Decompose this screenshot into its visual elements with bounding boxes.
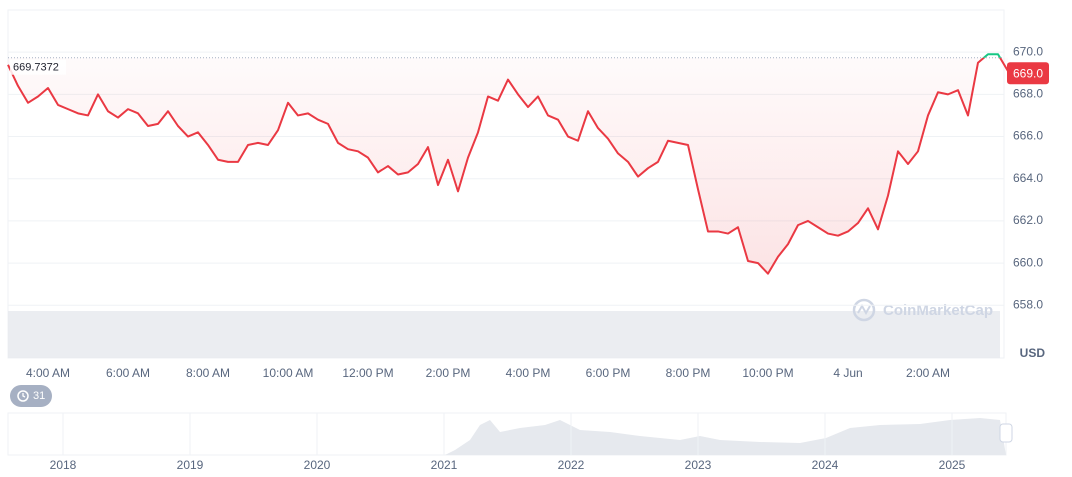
y-tick-label: 670.0 (1013, 44, 1043, 58)
reference-label-bg (10, 59, 66, 75)
x-tick-label: 2:00 PM (426, 366, 471, 380)
navigator-year: 2024 (812, 458, 839, 472)
x-tick-label: 2:00 AM (906, 366, 950, 380)
x-tick-label: 4:00 AM (26, 366, 70, 380)
navigator-year: 2020 (304, 458, 331, 472)
watermark: CoinMarketCap (883, 302, 993, 319)
navigator-year: 2021 (431, 458, 458, 472)
navigator-year: 2025 (939, 458, 966, 472)
price-line (7, 57, 1009, 275)
currency: USD (1020, 346, 1046, 360)
x-tick-label: 6:00 PM (586, 366, 631, 380)
last-price-tag (1007, 62, 1049, 85)
y-tick-label: 666.0 (1013, 129, 1043, 143)
volume-band (8, 311, 1000, 358)
x-tick-label: 8:00 AM (186, 366, 230, 380)
navigator-handle[interactable] (999, 423, 1013, 443)
y-tick-label: 658.0 (1013, 297, 1043, 311)
navigator-year: 2018 (50, 458, 77, 472)
navigator-year: 2022 (558, 458, 585, 472)
x-tick-label: 8:00 PM (666, 366, 711, 380)
x-tick-label: 10:00 AM (263, 366, 314, 380)
x-tick-label: 10:00 PM (742, 366, 793, 380)
x-tick-label: 4:00 PM (506, 366, 551, 380)
x-tick-label: 6:00 AM (106, 366, 150, 380)
watermark-logo (852, 298, 876, 322)
badge-count: 31 (33, 390, 45, 402)
navigator-year: 2019 (177, 458, 204, 472)
navigator-year: 2023 (685, 458, 712, 472)
history-badge[interactable]: 31 (10, 385, 52, 407)
y-tick-label: 660.0 (1013, 255, 1043, 269)
price-area (8, 57, 1008, 274)
x-tick-label: 4 Jun (833, 366, 862, 380)
y-tick-label: 664.0 (1013, 171, 1043, 185)
y-tick-label: 668.0 (1013, 87, 1043, 101)
x-tick-label: 12:00 PM (342, 366, 393, 380)
reference-label: 669.7372 (13, 62, 59, 74)
navigator-area (445, 418, 1006, 455)
last-price-label: 669.0 (1013, 66, 1043, 80)
y-tick-label: 662.0 (1013, 213, 1043, 227)
